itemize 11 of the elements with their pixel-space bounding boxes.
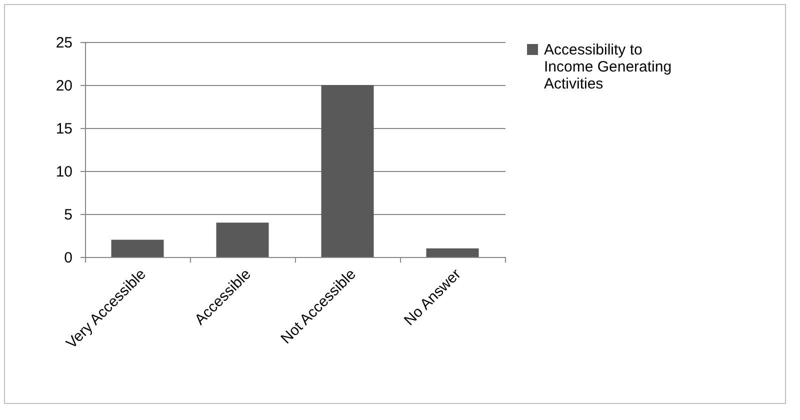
bar (111, 240, 164, 257)
bar (426, 248, 479, 257)
bar (216, 222, 269, 257)
y-tick-label: 20 (56, 78, 72, 94)
y-tick-label: 10 (56, 164, 72, 180)
y-tick-label: 25 (56, 34, 72, 52)
legend-label: Accessibility to Income Generating Activities (544, 42, 672, 92)
y-tick-label: 15 (56, 120, 72, 138)
y-tick-label: 0 (64, 250, 72, 266)
y-tick-label: 5 (64, 206, 72, 224)
bar (321, 85, 374, 257)
